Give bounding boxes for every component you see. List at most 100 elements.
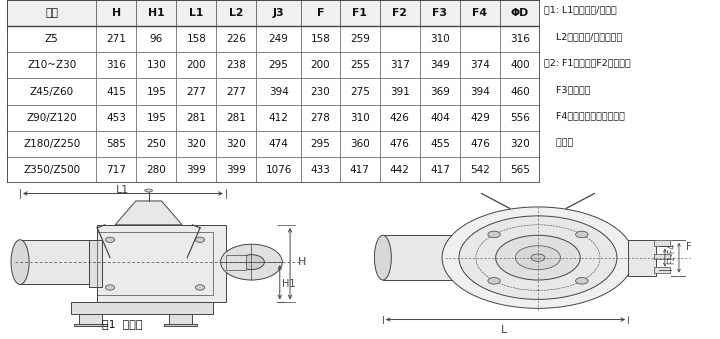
Text: 238: 238	[226, 60, 246, 71]
Circle shape	[516, 246, 560, 270]
Text: 394: 394	[269, 86, 289, 97]
Text: Z90/Z120: Z90/Z120	[27, 113, 77, 123]
Text: 259: 259	[350, 34, 370, 44]
Text: L2: L2	[229, 8, 243, 18]
Bar	[226, 255, 246, 270]
Bar	[301, 105, 340, 131]
Bar	[500, 52, 540, 78]
Bar	[7, 157, 96, 183]
Bar	[380, 78, 420, 105]
Bar	[96, 52, 136, 78]
Text: J3: J3	[273, 8, 284, 18]
Ellipse shape	[374, 235, 392, 280]
Bar	[136, 52, 176, 78]
Bar	[176, 131, 216, 157]
Text: 230: 230	[310, 86, 330, 97]
Text: 453: 453	[107, 113, 126, 123]
Bar	[301, 0, 340, 26]
Bar	[301, 131, 340, 157]
Text: 277: 277	[226, 86, 246, 97]
Bar	[256, 52, 301, 78]
Text: F2: F2	[392, 8, 408, 18]
Bar	[380, 26, 420, 52]
Bar	[340, 105, 380, 131]
Bar	[380, 131, 420, 157]
Bar	[20, 240, 97, 284]
Bar	[256, 26, 301, 52]
Text: 295: 295	[310, 139, 330, 149]
Text: F: F	[686, 242, 692, 252]
Text: 400: 400	[510, 60, 530, 71]
Bar	[380, 157, 420, 183]
Bar	[460, 26, 500, 52]
Text: L2为整体型/整体隔爆型: L2为整体型/整体隔爆型	[544, 32, 622, 41]
Bar	[96, 157, 136, 183]
Bar	[420, 26, 460, 52]
Bar	[7, 78, 96, 105]
Circle shape	[575, 278, 588, 284]
Text: 195: 195	[146, 86, 166, 97]
Bar	[420, 157, 460, 183]
Ellipse shape	[145, 189, 153, 192]
Bar	[420, 52, 460, 78]
Bar	[460, 131, 500, 157]
Bar	[97, 225, 226, 302]
Bar	[301, 157, 340, 183]
Circle shape	[220, 244, 282, 280]
Bar	[256, 105, 301, 131]
Text: 275: 275	[350, 86, 370, 97]
Text: 399: 399	[186, 165, 206, 175]
Text: 565: 565	[510, 165, 530, 175]
Bar	[96, 0, 136, 26]
Text: H: H	[298, 257, 306, 267]
Text: 417: 417	[430, 165, 450, 175]
Text: 429: 429	[470, 113, 490, 123]
Text: 195: 195	[146, 113, 166, 123]
Text: 271: 271	[107, 34, 126, 44]
Text: 226: 226	[226, 34, 246, 44]
Bar	[7, 52, 96, 78]
Bar	[216, 78, 256, 105]
Bar	[97, 232, 213, 295]
Text: 374: 374	[470, 60, 490, 71]
Circle shape	[459, 216, 617, 299]
Bar	[301, 52, 340, 78]
Bar	[380, 105, 420, 131]
Text: 281: 281	[186, 113, 206, 123]
Bar	[176, 157, 216, 183]
Ellipse shape	[11, 240, 29, 284]
Text: 717: 717	[107, 165, 126, 175]
Text: 412: 412	[269, 113, 289, 123]
Bar	[96, 131, 136, 157]
Text: 280: 280	[146, 165, 166, 175]
Bar	[380, 52, 420, 78]
Bar	[340, 78, 380, 105]
Bar	[136, 0, 176, 26]
Bar	[216, 26, 256, 52]
Text: 1076: 1076	[266, 165, 292, 175]
Text: 369: 369	[430, 86, 450, 97]
Text: 320: 320	[510, 139, 530, 149]
Text: 460: 460	[510, 86, 530, 97]
Bar	[136, 26, 176, 52]
Text: 433: 433	[310, 165, 330, 175]
Bar	[136, 105, 176, 131]
Text: H1: H1	[148, 8, 165, 18]
Bar	[164, 324, 197, 326]
Bar	[301, 78, 340, 105]
Bar	[380, 0, 420, 26]
Bar	[216, 157, 256, 183]
Text: 278: 278	[310, 113, 330, 123]
Circle shape	[238, 255, 264, 270]
Bar	[420, 78, 460, 105]
Text: F4为整体隔爆型整体调节: F4为整体隔爆型整体调节	[544, 112, 624, 121]
Bar	[460, 0, 500, 26]
Bar	[79, 314, 102, 325]
Text: 158: 158	[310, 34, 330, 44]
Text: 360: 360	[350, 139, 369, 149]
Bar	[654, 254, 670, 259]
Text: 417: 417	[350, 165, 370, 175]
Bar	[340, 52, 380, 78]
Text: F3为整体型: F3为整体型	[544, 85, 590, 94]
Text: ΦD: ΦD	[511, 8, 529, 18]
